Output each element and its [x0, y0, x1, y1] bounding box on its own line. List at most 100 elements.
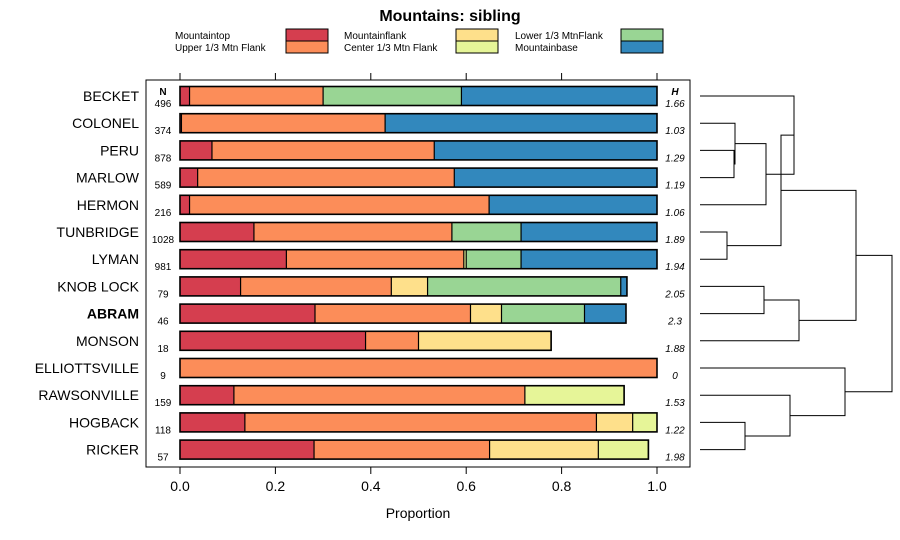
bar-ricker-mountainflank	[489, 440, 599, 460]
bar-outline-marlow	[179, 167, 658, 188]
bar-knob-lock-mountainbase	[620, 276, 627, 296]
bar-rawsonville-center-1-3-mtn-flank	[524, 385, 625, 405]
dendrogram-branch	[700, 143, 767, 206]
row-label-marlow: MARLOW	[76, 170, 140, 186]
x-tick-label: 1.0	[647, 478, 667, 494]
h-value-peru: 1.29	[665, 153, 685, 164]
n-value-ricker: 57	[157, 453, 169, 464]
n-value-hogback: 118	[155, 425, 171, 436]
bar-outline-hermon	[179, 194, 658, 216]
n-value-knob-lock: 79	[157, 289, 169, 300]
h-value-becket: 1.66	[665, 99, 685, 110]
bar-peru-mountaintop	[180, 140, 212, 160]
legend-label-mountainflank: Mountainflank	[344, 31, 407, 42]
h-value-ricker: 1.98	[665, 453, 685, 464]
n-value-abram: 46	[157, 317, 169, 328]
bar-becket-upper-1-3-mtn-flank	[189, 86, 324, 106]
bar-lyman-upper-1-3-mtn-flank	[286, 249, 464, 269]
row-label-rawsonville: RAWSONVILLE	[38, 387, 139, 403]
row-labels-layer: BECKET 496 1.66 COLONEL 374 1.03 PERU 878 1.29 MA…	[35, 88, 685, 464]
bar-peru-upper-1-3-mtn-flank	[211, 140, 435, 160]
bar-tunbridge-mountaintop	[180, 222, 254, 242]
bar-lyman-center-1-3-mtn-flank	[463, 249, 467, 269]
bar-knob-lock-upper-1-3-mtn-flank	[240, 276, 392, 296]
n-value-marlow: 589	[155, 181, 172, 192]
dendrogram-branch	[700, 122, 736, 165]
bar-abram-lower-1-3-mtnflank	[501, 304, 585, 324]
chart-title: Mountains: sibling	[379, 8, 520, 25]
x-tick-label: 0.0	[170, 478, 190, 494]
n-value-becket: 496	[155, 99, 172, 110]
bar-lyman-lower-1-3-mtnflank	[466, 249, 522, 269]
row-label-abram: ABRAM	[87, 306, 139, 322]
row-label-knob-lock: KNOB LOCK	[57, 278, 139, 294]
h-value-rawsonville: 1.53	[665, 398, 685, 409]
dendrogram-branch	[700, 367, 846, 417]
bar-hogback-mountainflank	[596, 412, 633, 432]
bar-monson-upper-1-3-mtn-flank	[365, 331, 419, 351]
bar-outline-hogback	[179, 412, 658, 433]
bar-monson-mountaintop	[180, 331, 366, 351]
bar-knob-lock-mountaintop	[180, 276, 241, 296]
dendrogram-branch	[700, 285, 765, 315]
x-tick-label: 0.8	[552, 478, 572, 494]
dendrogram	[700, 95, 893, 451]
legend-swatch-mountainbase	[620, 40, 664, 54]
legend-label-upper-1-3-mtn-flank: Upper 1/3 Mtn Flank	[175, 43, 267, 54]
bar-monson-mountainflank	[418, 331, 552, 351]
legend-swatch-mountaintop	[285, 28, 329, 42]
bar-becket-lower-1-3-mtnflank	[323, 86, 462, 106]
bar-ricker-center-1-3-mtn-flank	[598, 440, 649, 460]
h-value-elliottsville: 0	[672, 371, 678, 382]
bar-marlow-mountainbase	[454, 168, 657, 188]
bar-hermon-mountaintop	[180, 195, 190, 215]
n-header: N	[159, 87, 166, 98]
legend-swatch-lower-1-3-mtnflank	[620, 28, 664, 42]
legend-label-center-1-3-mtn-flank: Center 1/3 Mtn Flank	[344, 43, 438, 54]
bar-hogback-upper-1-3-mtn-flank	[244, 412, 597, 432]
bar-hermon-mountainbase	[489, 195, 657, 215]
n-value-lyman: 981	[155, 262, 172, 273]
bar-becket-mountainbase	[461, 86, 657, 106]
dendrogram-branch	[845, 254, 893, 393]
dendrogram-branch	[781, 189, 857, 321]
bar-ricker-upper-1-3-mtn-flank	[314, 440, 490, 460]
bar-outline-abram	[179, 303, 627, 324]
h-value-tunbridge: 1.89	[665, 235, 685, 246]
bar-hogback-mountaintop	[180, 412, 245, 432]
legend-label-mountaintop: Mountaintop	[175, 31, 230, 42]
bar-tunbridge-upper-1-3-mtn-flank	[253, 222, 452, 242]
bar-tunbridge-mountainbase	[521, 222, 657, 242]
x-axis: 0.0 0.2 0.4 0.6 0.8 1.0	[170, 73, 667, 494]
row-label-hermon: HERMON	[77, 197, 139, 213]
n-value-monson: 18	[157, 344, 169, 355]
bar-outline-becket	[179, 85, 658, 107]
h-value-hogback: 1.22	[665, 425, 685, 436]
bar-hermon-upper-1-3-mtn-flank	[189, 195, 490, 215]
x-tick-label: 0.6	[456, 478, 476, 494]
legend-swatch-upper-1-3-mtn-flank	[285, 40, 329, 54]
n-value-colonel: 374	[155, 126, 172, 137]
row-label-colonel: COLONEL	[72, 115, 139, 131]
bar-knob-lock-mountainflank	[391, 276, 428, 296]
h-value-hermon: 1.06	[665, 208, 685, 219]
bar-rawsonville-mountaintop	[180, 385, 234, 405]
h-value-marlow: 1.19	[665, 181, 685, 192]
bar-abram-mountainbase	[584, 304, 626, 324]
legend-label-mountainbase: Mountainbase	[515, 43, 578, 54]
bar-abram-upper-1-3-mtn-flank	[314, 304, 471, 324]
h-header: H	[671, 87, 679, 98]
n-value-hermon: 216	[155, 208, 172, 219]
bar-elliottsville-upper-1-3-mtn-flank	[180, 358, 657, 378]
bar-colonel-mountainbase	[385, 113, 657, 133]
h-value-abram: 2.3	[667, 317, 682, 328]
plot-frame	[145, 79, 691, 468]
row-label-peru: PERU	[100, 142, 139, 158]
x-tick-label: 0.2	[266, 478, 286, 494]
bar-outline-elliottsville	[179, 357, 658, 379]
x-axis-label: Proportion	[386, 505, 451, 521]
bar-outline-peru	[179, 140, 658, 161]
row-label-hogback: HOGBACK	[69, 414, 140, 430]
bar-marlow-mountaintop	[180, 168, 198, 188]
